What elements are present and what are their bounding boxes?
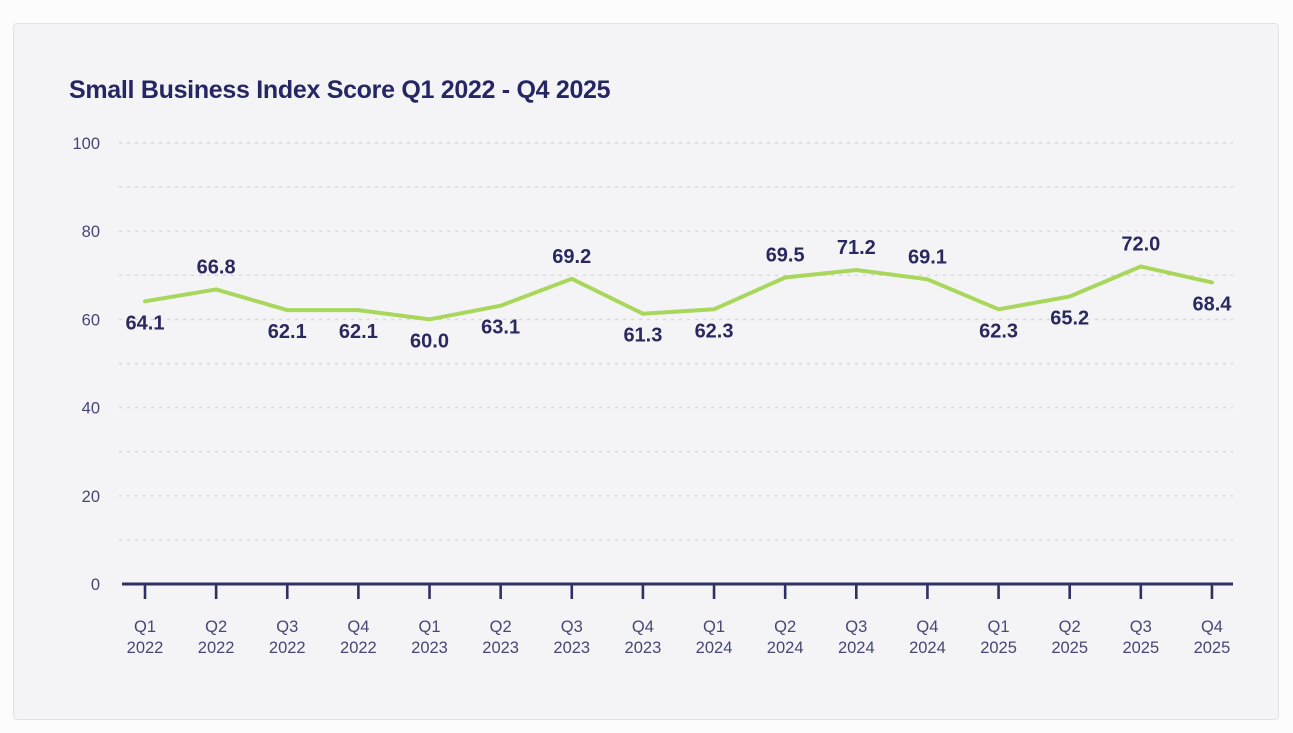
data-point-label: 60.0 [410, 330, 449, 352]
x-tick-label-year: 2025 [980, 639, 1017, 657]
x-tick-label-year: 2022 [269, 639, 306, 657]
y-tick-label: 0 [91, 576, 100, 594]
data-point-label: 69.1 [908, 246, 947, 268]
data-point-label: 61.3 [623, 325, 662, 347]
x-tick-label-quarter: Q1 [988, 618, 1010, 636]
data-point-label: 62.1 [268, 321, 307, 343]
data-point-label: 63.1 [481, 317, 520, 339]
x-tick-label-year: 2024 [838, 639, 875, 657]
x-tick-label-year: 2023 [625, 639, 662, 657]
data-point-label: 62.1 [339, 321, 378, 343]
data-point-label: 66.8 [197, 256, 236, 278]
chart-card: Small Business Index Score Q1 2022 - Q4 … [13, 23, 1279, 720]
x-tick-label-quarter: Q2 [205, 618, 227, 636]
y-tick-label: 20 [82, 488, 100, 506]
series-line [143, 264, 1214, 322]
x-tick-label-year: 2025 [1194, 639, 1231, 657]
y-tick-label: 40 [82, 400, 100, 418]
x-tick-label-quarter: Q1 [134, 618, 156, 636]
x-tick-label-year: 2024 [909, 639, 946, 657]
x-tick-label-quarter: Q1 [703, 618, 725, 636]
data-point-label: 69.5 [766, 245, 805, 267]
data-point-label: 71.2 [837, 237, 876, 259]
x-tick-label-year: 2024 [696, 639, 733, 657]
x-tick-label-quarter: Q4 [347, 618, 369, 636]
x-tick-label-quarter: Q1 [419, 618, 441, 636]
x-tick-label-quarter: Q4 [916, 618, 938, 636]
x-tick-label-quarter: Q4 [1201, 618, 1223, 636]
x-tick-label-quarter: Q2 [774, 618, 796, 636]
y-tick-label: 60 [82, 311, 100, 329]
data-point-label: 69.2 [552, 246, 591, 268]
data-point-label: 64.1 [126, 312, 165, 334]
x-tick-label-year: 2023 [482, 639, 519, 657]
y-tick-label: 80 [82, 223, 100, 241]
data-point-label: 62.3 [979, 320, 1018, 342]
x-tick-label-quarter: Q3 [276, 618, 298, 636]
x-tick-label-quarter: Q3 [845, 618, 867, 636]
x-tick-label-quarter: Q4 [632, 618, 654, 636]
x-tick-label-year: 2022 [127, 639, 164, 657]
y-tick-label: 100 [72, 135, 100, 153]
data-point-label: 65.2 [1050, 307, 1089, 329]
x-tick-label-year: 2023 [411, 639, 448, 657]
chart-title: Small Business Index Score Q1 2022 - Q4 … [69, 76, 611, 104]
data-point-label: 62.3 [695, 320, 734, 342]
x-tick-label-quarter: Q2 [490, 618, 512, 636]
x-tick-label-year: 2025 [1051, 639, 1088, 657]
x-tick-label-quarter: Q3 [561, 618, 583, 636]
x-tick-label-quarter: Q3 [1130, 618, 1152, 636]
x-tick-label-year: 2023 [553, 639, 590, 657]
x-tick-label-year: 2022 [340, 639, 377, 657]
x-tick-label-year: 2024 [767, 639, 804, 657]
data-point-label: 72.0 [1121, 233, 1160, 255]
data-point-label: 68.4 [1192, 293, 1232, 315]
x-tick-label-year: 2022 [198, 639, 235, 657]
x-tick-label-year: 2025 [1122, 639, 1159, 657]
x-tick-label-quarter: Q2 [1059, 618, 1081, 636]
